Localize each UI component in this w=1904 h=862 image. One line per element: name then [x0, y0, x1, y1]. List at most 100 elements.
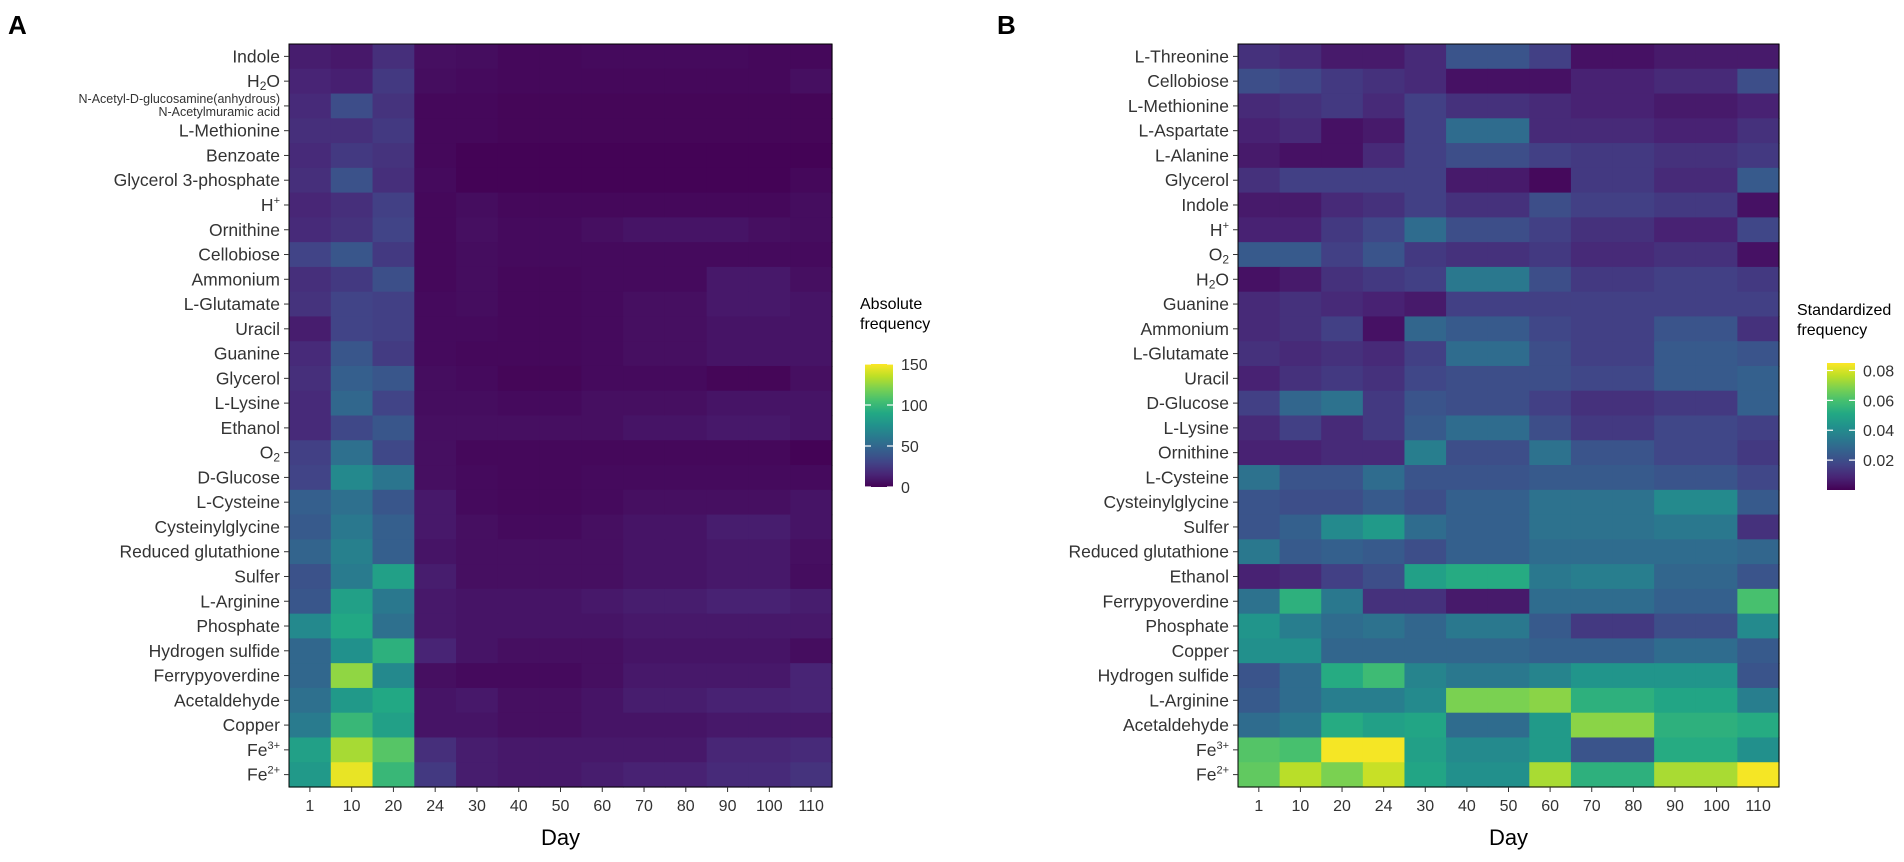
a-cell-copper-day-90	[706, 712, 750, 739]
a-cell-cysteinylglycine-day-90	[706, 514, 750, 540]
b-cell-ferrypyoverdine-day-90	[1654, 588, 1697, 615]
a-cell-o2-day-60	[581, 440, 624, 466]
b-cell-uracil-day-50	[1487, 365, 1530, 392]
a-x-tick-label-1: 1	[305, 798, 314, 815]
b-cell-l-aspartate-day-10	[1279, 118, 1322, 144]
b-cell-h-day-70	[1570, 217, 1614, 243]
a-row-label-n-acetyl-d-glucosamine-anhydrous: N-Acetyl-D-glucosamine(anhydrous)	[79, 92, 280, 106]
b-row-labels: L-Threonine Cellobiose L-Methionine L-Aspar…	[1068, 46, 1238, 785]
b-cell-d-glucose-day-60	[1529, 390, 1572, 417]
a-cell-h-day-70	[623, 192, 666, 218]
b-cell-glycerol-day-10	[1279, 167, 1322, 194]
a-x-tick-label-70: 70	[635, 798, 653, 815]
a-cell-ethanol-day-40	[497, 415, 541, 441]
a-cell-ornithine-day-70	[623, 217, 666, 243]
b-cell-l-cysteine-day-60	[1529, 465, 1572, 491]
b-cell-glycerol-day-70	[1570, 167, 1614, 194]
b-cell-l-threonine-day-20	[1321, 44, 1364, 70]
a-cell-reduced-glutathione-day-110	[790, 539, 833, 565]
a-cell-ornithine-day-100	[748, 217, 791, 243]
a-cell-hydrogen-sulfide-day-40	[497, 638, 541, 664]
a-cell-l-arginine-day-60	[581, 588, 624, 615]
a-cell-cysteinylglycine-day-50	[539, 514, 582, 540]
a-cell-phosphate-day-50	[539, 613, 582, 639]
b-cell-glycerol-day-100	[1695, 167, 1738, 194]
a-cell-hydrogen-sulfide-day-1	[289, 638, 332, 664]
a-cell-benzoate-day-30	[456, 143, 499, 169]
a-cell-uracil-day-100	[748, 316, 791, 342]
a-cell-cellobiose-day-70	[623, 242, 666, 268]
b-cell-acetaldehyde-day-50	[1487, 712, 1530, 739]
b-cell-sulfer-day-110	[1737, 514, 1780, 540]
b-cell-l-methionine-day-24	[1362, 93, 1406, 119]
b-cell-l-alanine-day-100	[1695, 143, 1738, 169]
a-cell-h2o-day-50	[539, 68, 582, 95]
a-cell-l-methionine-day-50	[539, 118, 582, 144]
b-cell-h-day-60	[1529, 217, 1572, 243]
b-cell-sulfer-day-20	[1321, 514, 1364, 540]
b-cell-sulfer-day-80	[1612, 514, 1655, 540]
a-cell-l-glutamate-day-24	[414, 291, 457, 318]
b-cell-indole-day-80	[1612, 192, 1655, 218]
a-cell-fe2-day-100	[748, 762, 791, 788]
b-cell-l-aspartate-day-20	[1321, 118, 1364, 144]
a-cell-fe2-day-110	[790, 762, 833, 788]
b-cell-copper-day-40	[1446, 638, 1489, 664]
b-cell-indole-day-30	[1404, 192, 1447, 218]
b-x-tick-label-70: 70	[1583, 798, 1601, 815]
a-cell-n-acetyl-d-glucosamine-anhydrous-n-acetylmuramic-acid-day-24	[414, 93, 457, 119]
a-cell-ammonium-day-1	[289, 266, 332, 293]
a-cell-glycerol-3-phosphate-day-1	[289, 167, 332, 194]
panel-b-heatmap: B L-Threonine Cellobiose L-Methionine L-Aspa…	[997, 10, 1894, 850]
a-cell-acetaldehyde-day-80	[664, 687, 708, 714]
a-cell-reduced-glutathione-day-90	[706, 539, 750, 565]
b-cell-reduced-glutathione-day-70	[1570, 539, 1614, 565]
a-cell-benzoate-day-40	[497, 143, 541, 169]
b-cell-l-glutamate-day-50	[1487, 341, 1530, 367]
b-row-label-hydrogen-sulfide: Hydrogen sulfide	[1098, 666, 1229, 686]
b-x-tick-label-60: 60	[1541, 798, 1559, 815]
b-cell-d-glucose-day-80	[1612, 390, 1655, 417]
b-cell-d-glucose-day-1	[1238, 390, 1281, 417]
a-cell-phosphate-day-20	[372, 613, 415, 639]
b-cell-l-cysteine-day-50	[1487, 465, 1530, 491]
a-row-label-reduced-glutathione: Reduced glutathione	[119, 542, 280, 562]
a-cell-l-cysteine-day-40	[497, 489, 541, 516]
b-cell-l-methionine-day-20	[1321, 93, 1364, 119]
b-cell-l-arginine-day-60	[1529, 687, 1572, 714]
a-cell-glycerol-3-phosphate-day-90	[706, 167, 750, 194]
b-cell-h2o-day-10	[1279, 266, 1322, 293]
b-cell-d-glucose-day-30	[1404, 390, 1447, 417]
b-cell-l-methionine-day-10	[1279, 93, 1322, 119]
a-cell-acetaldehyde-day-24	[414, 687, 457, 714]
b-cell-l-threonine-day-70	[1570, 44, 1614, 70]
b-cell-ethanol-day-20	[1321, 564, 1364, 590]
a-cell-d-glucose-day-10	[330, 465, 374, 491]
a-cell-sulfer-day-30	[456, 564, 499, 590]
a-cell-guanine-day-90	[706, 341, 750, 367]
row-label-text: Glycerol	[1165, 170, 1229, 190]
b-cell-reduced-glutathione-day-110	[1737, 539, 1780, 565]
a-cell-l-glutamate-day-70	[623, 291, 666, 318]
a-row-label-fe3: Fe3+	[247, 740, 280, 760]
b-cell-indole-day-1	[1238, 192, 1281, 218]
b-cell-fe2-day-100	[1695, 762, 1738, 788]
a-row-label-n-acetylmuramic-acid: N-Acetylmuramic acid	[158, 105, 280, 119]
b-cell-sulfer-day-10	[1279, 514, 1322, 540]
a-row-label-l-cysteine: L-Cysteine	[196, 492, 280, 512]
b-row-label-copper: Copper	[1172, 641, 1230, 661]
a-cell-l-glutamate-day-10	[330, 291, 374, 318]
b-cell-l-threonine-day-80	[1612, 44, 1655, 70]
a-cell-ammonium-day-20	[372, 266, 415, 293]
a-cell-l-arginine-day-100	[748, 588, 791, 615]
b-cell-d-glucose-day-90	[1654, 390, 1697, 417]
a-cell-sulfer-day-90	[706, 564, 750, 590]
a-cell-ethanol-day-80	[664, 415, 708, 441]
b-cell-ferrypyoverdine-day-20	[1321, 588, 1364, 615]
row-label-text: L-Methionine	[179, 121, 280, 141]
a-cell-ethanol-day-10	[330, 415, 374, 441]
b-cell-sulfer-day-30	[1404, 514, 1447, 540]
b-cell-cellobiose-day-1	[1238, 68, 1281, 95]
a-cell-l-glutamate-day-80	[664, 291, 708, 318]
row-label-tail: O	[1215, 269, 1229, 289]
